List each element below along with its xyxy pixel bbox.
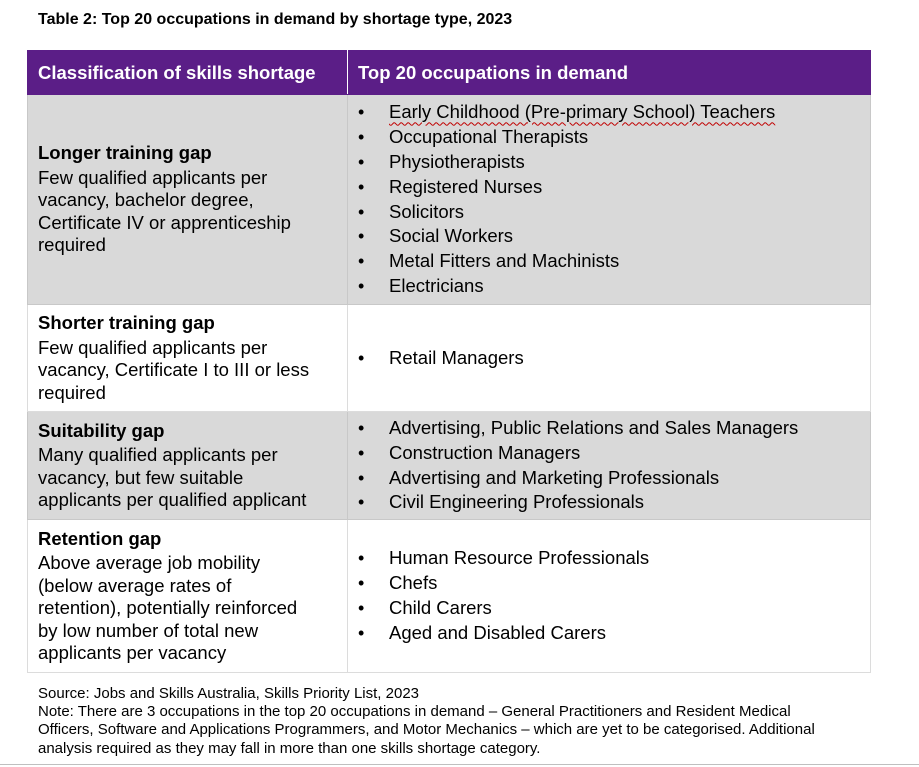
occupation-item: • Advertising and Marketing Professionals — [358, 466, 870, 491]
header-occupations: Top 20 occupations in demand — [347, 50, 871, 95]
table-row-shorter-training-gap: Shorter training gap Few qualified appli… — [27, 304, 871, 412]
bullet-icon: • — [358, 251, 365, 272]
note-line: Officers, Software and Applications Prog… — [38, 721, 815, 739]
bullet-icon: • — [358, 548, 365, 569]
classification-desc-line: Few qualified applicants per — [38, 336, 268, 358]
classification-desc-line: retention), potentially reinforced — [38, 597, 298, 618]
bullet-icon: • — [358, 347, 365, 368]
occupation-label: Child Carers — [389, 597, 492, 618]
occupation-item: • Child Carers — [358, 596, 870, 621]
occupation-item: • Human Resource Professionals — [358, 546, 870, 571]
occupation-item: • Electricians — [358, 274, 870, 299]
bullet-icon: • — [358, 102, 365, 123]
table-notes: Source: Jobs and Skills Australia, Skill… — [38, 685, 898, 758]
classification-desc-line: applicants per qualified applicant — [38, 489, 307, 510]
occupation-label: Physiotherapists — [389, 150, 525, 172]
occupation-list: • Advertising, Public Relations and Sales… — [358, 416, 870, 515]
classification-desc-line: by low number of total new — [38, 619, 259, 641]
occupation-label: Occupational Therapists — [389, 126, 589, 148]
classification-desc-line: vacancy, Certificate I to III or less — [38, 359, 310, 380]
source-note: Source: Jobs and Skills Australia, Skill… — [38, 685, 419, 702]
occupation-label: Early Childhood (Pre-primary School) Tea… — [389, 101, 776, 123]
table-row-retention-gap: Retention gap Above average job mobility… — [27, 519, 871, 673]
occupation-label: Electricians — [389, 274, 484, 296]
table-title: Table 2: Top 20 occupations in demand by… — [38, 11, 513, 28]
classification-cell: Suitability gap Many qualified applicant… — [27, 411, 348, 520]
classification-title: Retention gap — [38, 527, 162, 549]
bullet-icon: • — [358, 201, 365, 222]
occupations-cell: • Advertising, Public Relations and Sales… — [347, 411, 871, 520]
occupation-label: Registered Nurses — [389, 175, 543, 197]
occupation-label: Advertising and Marketing Professionals — [389, 466, 720, 488]
occupation-item: • Occupational Therapists — [358, 125, 870, 150]
occupations-cell: • Early Childhood (Pre-primary School) Te… — [347, 94, 871, 305]
occupations-cell: • Human Resource Professionals • Chefs • Ch… — [347, 519, 871, 673]
page-divider — [0, 764, 919, 765]
classification-cell: Longer training gap Few qualified applic… — [27, 94, 348, 305]
occupation-item: • Registered Nurses — [358, 175, 870, 200]
bullet-icon: • — [358, 573, 365, 594]
occupation-item: • Advertising, Public Relations and Sales… — [358, 416, 870, 441]
shortage-table: Classification of skills shortage Top 20… — [27, 50, 871, 673]
bullet-icon: • — [358, 442, 365, 463]
occupation-item: • Chefs — [358, 571, 870, 596]
occupation-list: • Human Resource Professionals • Chefs • Ch… — [358, 546, 870, 645]
bullet-icon: • — [358, 275, 365, 296]
occupation-label: Retail Managers — [389, 346, 524, 368]
occupation-item: • Retail Managers — [358, 346, 870, 371]
bullet-icon: • — [358, 467, 365, 488]
occupation-item: • Early Childhood (Pre-primary School) Te… — [358, 100, 870, 125]
occupation-label: Construction Managers — [389, 441, 581, 463]
classification-desc-line: vacancy, but few suitable — [38, 466, 244, 488]
occupation-label: Human Resource Professionals — [389, 547, 650, 569]
classification-desc-line: applicants per vacancy — [38, 642, 227, 663]
note-line: Note: There are 3 occupations in the top… — [38, 703, 791, 721]
occupations-cell: • Retail Managers — [347, 304, 871, 412]
bullet-icon: • — [358, 127, 365, 148]
occupation-label: Aged and Disabled Carers — [389, 621, 606, 643]
occupation-list: • Early Childhood (Pre-primary School) Te… — [358, 100, 870, 298]
classification-desc-line: Many qualified applicants per — [38, 444, 278, 465]
occupation-item: • Physiotherapists — [358, 150, 870, 175]
classification-desc-line: Certificate IV or apprenticeship — [38, 211, 291, 233]
bullet-icon: • — [358, 226, 365, 247]
occupation-item: • Construction Managers — [358, 441, 870, 466]
bullet-icon: • — [358, 622, 365, 643]
bullet-icon: • — [358, 151, 365, 172]
occupation-item: • Civil Engineering Professionals — [358, 490, 870, 515]
occupation-list: • Retail Managers — [358, 346, 870, 371]
classification-desc-line: required — [38, 381, 106, 403]
table-row-longer-training-gap: Longer training gap Few qualified applic… — [27, 94, 871, 305]
occupation-label: Social Workers — [389, 225, 514, 247]
occupation-item: • Metal Fitters and Machinists — [358, 249, 870, 274]
occupation-label: Solicitors — [389, 200, 465, 222]
occupation-label: Civil Engineering Professionals — [389, 491, 645, 513]
occupation-item: • Solicitors — [358, 200, 870, 225]
occupation-item: • Social Workers — [358, 224, 870, 249]
classification-title: Suitability gap — [38, 419, 165, 441]
occupation-item: • Aged and Disabled Carers — [358, 621, 870, 646]
classification-desc-line: Above average job mobility — [38, 552, 261, 573]
bullet-icon: • — [358, 492, 365, 513]
classification-desc-line: (below average rates of — [38, 574, 232, 596]
header-classification: Classification of skills shortage — [27, 50, 348, 95]
classification-title: Longer training gap — [38, 142, 212, 164]
occupation-label: Advertising, Public Relations and Sales … — [389, 416, 799, 438]
bullet-icon: • — [358, 598, 365, 618]
bullet-icon: • — [358, 176, 365, 197]
classification-desc-line: vacancy, bachelor degree, — [38, 189, 254, 211]
bullet-icon: • — [358, 417, 365, 438]
table-header-row: Classification of skills shortage Top 20… — [27, 50, 871, 95]
classification-desc-line: required — [38, 234, 106, 256]
classification-cell: Shorter training gap Few qualified appli… — [27, 304, 348, 412]
classification-title: Shorter training gap — [38, 312, 215, 333]
classification-desc-line: Few qualified applicants per — [38, 166, 268, 188]
occupation-label: Chefs — [389, 572, 438, 594]
note-line: analysis required as they may fall in mo… — [38, 739, 541, 757]
classification-cell: Retention gap Above average job mobility… — [27, 519, 348, 673]
occupation-label: Metal Fitters and Machinists — [389, 250, 620, 272]
table-row-suitability-gap: Suitability gap Many qualified applicant… — [27, 411, 871, 520]
